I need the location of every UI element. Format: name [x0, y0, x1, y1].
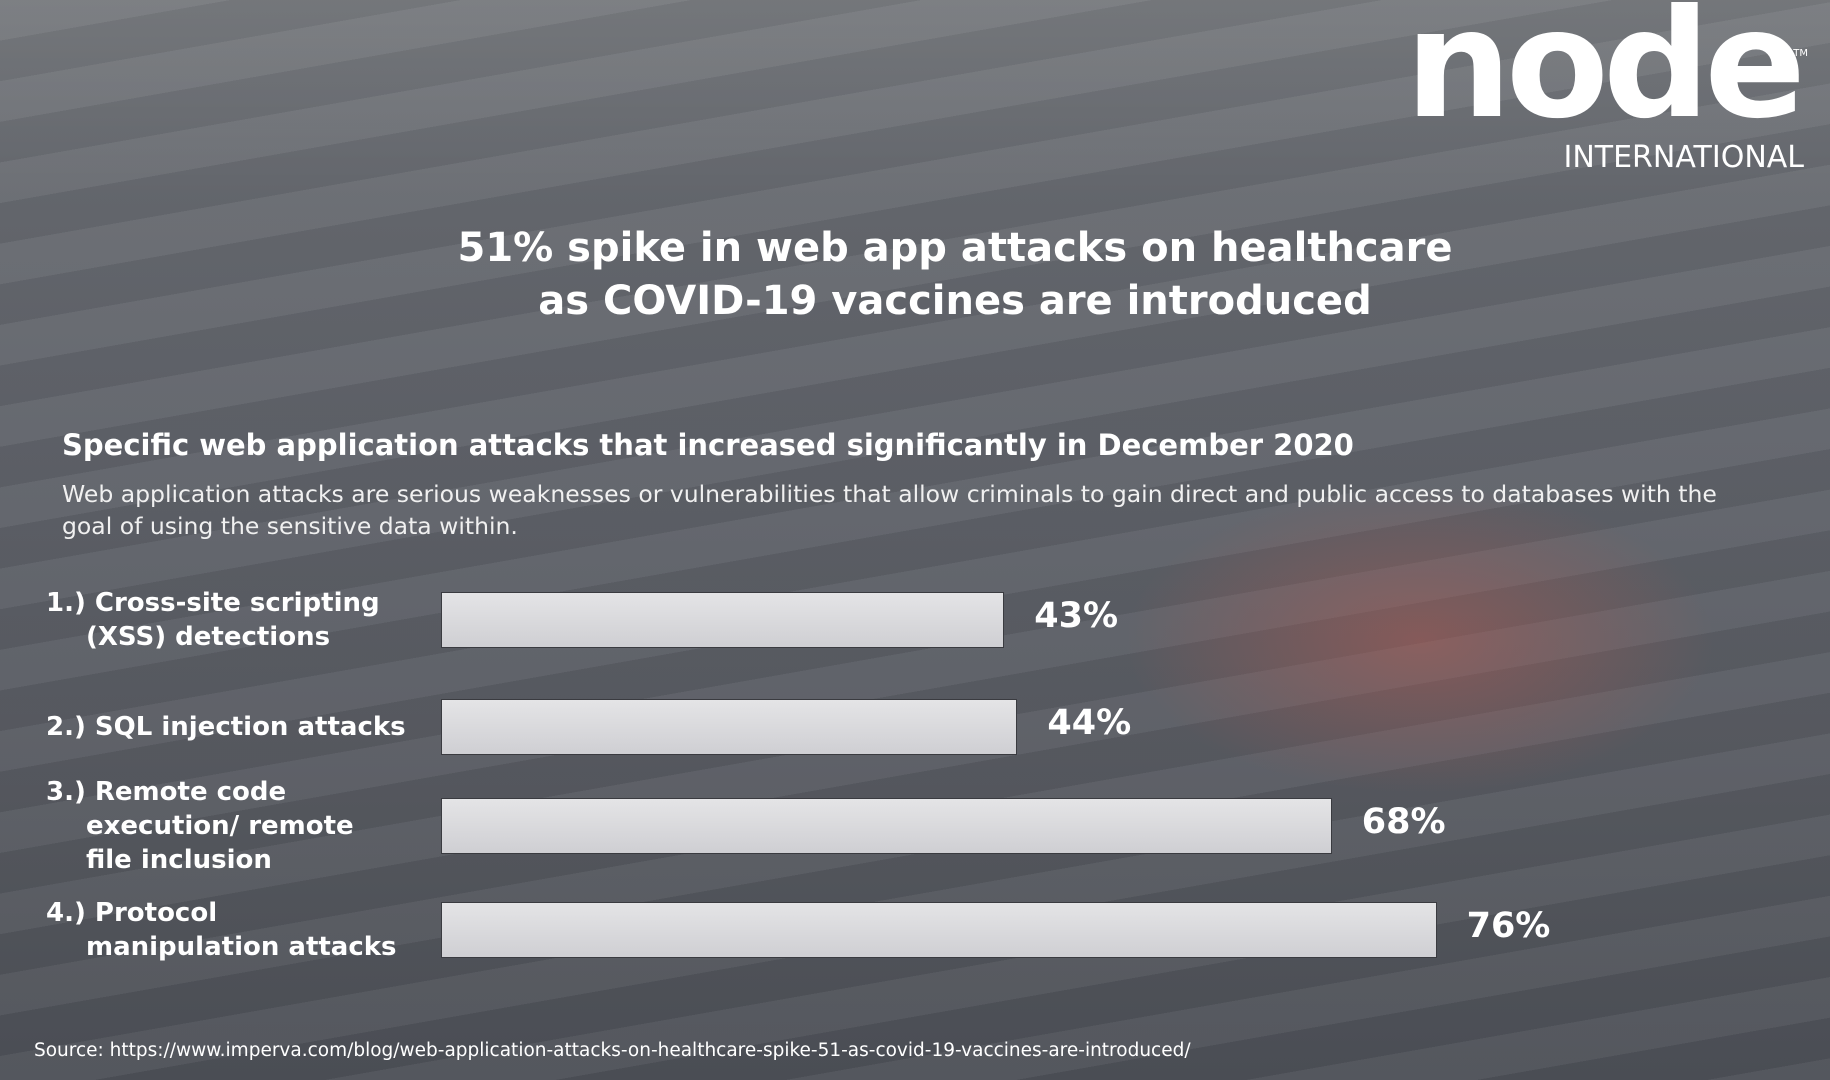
bar	[441, 699, 1018, 755]
logo-tm: TM	[1793, 48, 1808, 59]
value-label: 76%	[1466, 906, 1551, 946]
category-label: 1.) Cross-site scripting (XSS) detection…	[46, 588, 380, 652]
value-label: 44%	[1047, 703, 1132, 743]
bar	[441, 798, 1332, 854]
logo: node	[1405, 0, 1806, 152]
category-label: 3.) Remote code execution/ remote file i…	[46, 777, 354, 875]
logo-tagline: INTERNATIONAL	[1563, 140, 1804, 175]
bar	[441, 592, 1005, 648]
category-label: 2.) SQL injection attacks	[46, 712, 406, 742]
chart-subtitle: Specific web application attacks that in…	[62, 428, 1354, 462]
description: Web application attacks are serious weak…	[62, 480, 1717, 540]
category-label: 4.) Protocol manipulation attacks	[46, 898, 397, 962]
value-label: 43%	[1034, 596, 1119, 636]
source: Source: https://www.imperva.com/blog/web…	[34, 1040, 1191, 1061]
bar	[441, 902, 1437, 958]
value-label: 68%	[1361, 802, 1446, 842]
chart-title: 51% spike in web app attacks on healthca…	[457, 225, 1453, 324]
